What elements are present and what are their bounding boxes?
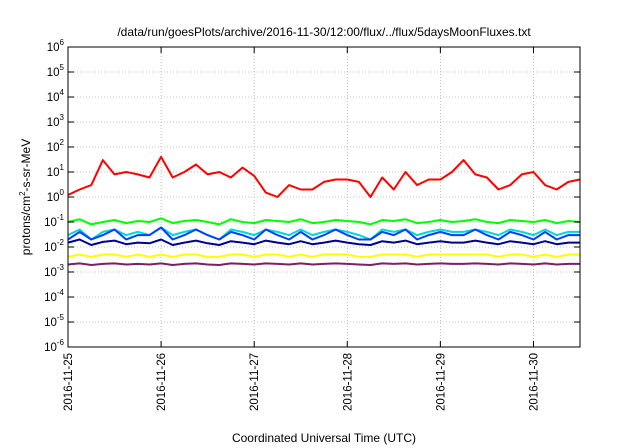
x-axis: 2016-11-25 2016-11-26 2016-11-27 2016-11-28… bbox=[63, 47, 540, 411]
y-axis-label-exp: 2 bbox=[18, 191, 27, 196]
y-tick-exp: -1 bbox=[57, 213, 65, 222]
series-group bbox=[67, 155, 581, 266]
y-tick-label: 10-3 bbox=[44, 263, 64, 279]
y-tick-base: 10 bbox=[47, 167, 60, 179]
y-tick-label: 103 bbox=[47, 113, 65, 129]
x-tick-label: 2016-11-30 bbox=[528, 353, 540, 411]
y-tick-base: 10 bbox=[47, 142, 60, 154]
y-axis: 10-610-510-410-310-210-11001011021031041… bbox=[44, 38, 580, 354]
y-tick-exp: -2 bbox=[57, 238, 65, 247]
series-line-4 bbox=[67, 226, 580, 241]
y-tick-label: 101 bbox=[47, 163, 65, 179]
series-line-7 bbox=[67, 262, 580, 266]
y-tick-base: 10 bbox=[44, 267, 57, 279]
y-tick-exp: -3 bbox=[57, 263, 65, 272]
series-line-5 bbox=[67, 238, 580, 246]
y-tick-exp: 6 bbox=[60, 38, 65, 47]
x-tick-label: 2016-11-28 bbox=[342, 353, 354, 411]
y-tick-exp: 4 bbox=[60, 88, 65, 97]
y-tick-exp: 1 bbox=[60, 163, 65, 172]
y-tick-exp: 0 bbox=[60, 188, 65, 197]
series-line-3 bbox=[67, 226, 580, 241]
y-tick-base: 10 bbox=[44, 317, 57, 329]
y-axis-label: protons/cm2-s-sr-MeV bbox=[18, 139, 33, 255]
y-tick-label: 105 bbox=[47, 63, 65, 79]
y-tick-label: 10-1 bbox=[44, 213, 64, 229]
series-line-2 bbox=[67, 217, 581, 226]
y-tick-base: 10 bbox=[47, 42, 60, 54]
series-line-6 bbox=[67, 253, 580, 258]
y-tick-label: 10-4 bbox=[44, 288, 64, 304]
y-tick-label: 104 bbox=[47, 88, 65, 104]
y-tick-base: 10 bbox=[47, 192, 60, 204]
x-tick-label: 2016-11-29 bbox=[435, 353, 447, 411]
chart-title: /data/run/goesPlots/archive/2016-11-30/1… bbox=[117, 25, 531, 39]
y-tick-base: 10 bbox=[47, 92, 60, 104]
y-tick-base: 10 bbox=[44, 292, 57, 304]
grid bbox=[67, 47, 580, 347]
y-tick-label: 102 bbox=[47, 138, 65, 154]
y-tick-exp: -4 bbox=[57, 288, 65, 297]
x-tick-label: 2016-11-25 bbox=[63, 353, 75, 411]
y-tick-exp: 2 bbox=[60, 138, 65, 147]
y-tick-label: 106 bbox=[47, 38, 65, 54]
y-axis-label-rest: -s-sr-MeV bbox=[19, 139, 33, 192]
y-axis-label-base: protons/cm bbox=[19, 196, 33, 255]
y-tick-exp: -6 bbox=[57, 338, 65, 347]
y-tick-label: 10-5 bbox=[44, 313, 64, 329]
y-tick-exp: -5 bbox=[57, 313, 65, 322]
x-tick-label: 2016-11-27 bbox=[249, 353, 261, 411]
y-tick-label: 10-6 bbox=[44, 338, 64, 354]
y-tick-exp: 5 bbox=[60, 63, 65, 72]
y-tick-exp: 3 bbox=[60, 113, 65, 122]
y-tick-base: 10 bbox=[44, 342, 57, 354]
series-line-1 bbox=[67, 155, 581, 198]
y-tick-base: 10 bbox=[47, 67, 60, 79]
x-axis-label: Coordinated Universal Time (UTC) bbox=[232, 431, 416, 445]
y-tick-base: 10 bbox=[44, 217, 57, 229]
y-tick-label: 10-2 bbox=[44, 238, 64, 254]
y-tick-label: 100 bbox=[47, 188, 65, 204]
y-tick-base: 10 bbox=[47, 117, 60, 129]
y-tick-base: 10 bbox=[44, 242, 57, 254]
x-tick-label: 2016-11-26 bbox=[156, 353, 168, 411]
